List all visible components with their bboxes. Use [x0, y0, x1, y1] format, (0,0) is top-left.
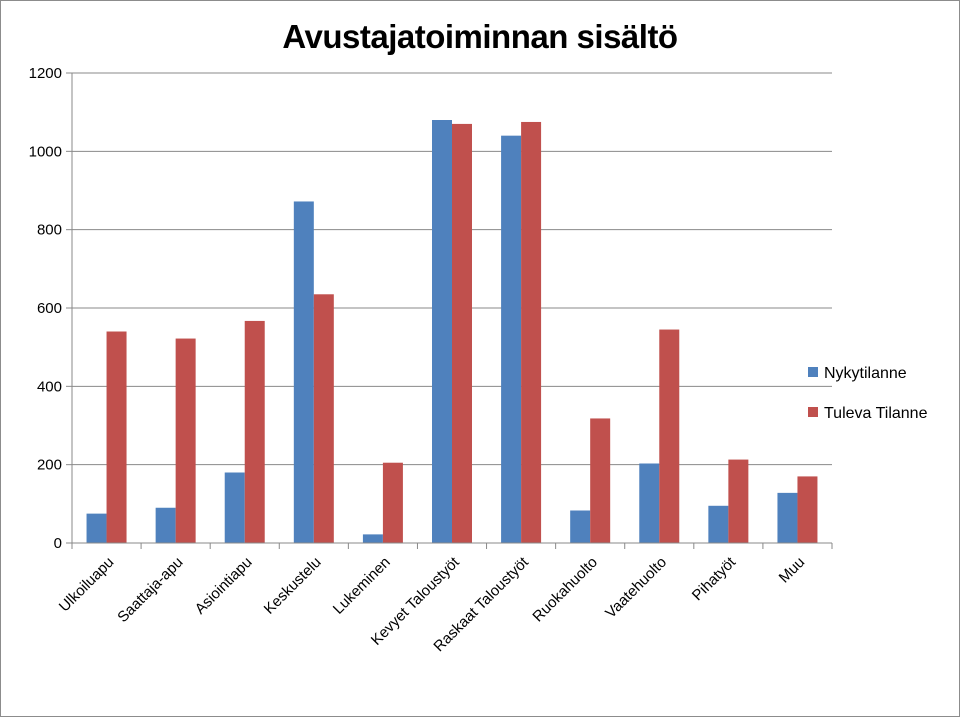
bar-nykytilanne — [224, 472, 245, 543]
chart-title: Avustajatoiminnan sisältö — [282, 18, 678, 55]
y-tick-label: 600 — [37, 300, 62, 317]
y-tick-label: 1200 — [29, 65, 62, 82]
legend-swatch — [808, 407, 818, 417]
bar-tuleva-tilanne — [797, 476, 818, 543]
bar-tuleva-tilanne — [313, 294, 334, 543]
bar-tuleva-tilanne — [728, 459, 749, 543]
bar-nykytilanne — [432, 120, 452, 543]
bar-nykytilanne — [708, 505, 729, 543]
y-tick-label: 1000 — [29, 143, 62, 160]
bar-nykytilanne — [86, 513, 107, 543]
y-tick-label: 800 — [37, 222, 62, 239]
bar-tuleva-tilanne — [244, 320, 265, 543]
x-category-label: Ulkoiluapu — [56, 554, 118, 616]
bar-tuleva-tilanne — [521, 121, 542, 543]
bar-tuleva-tilanne — [382, 462, 403, 543]
x-category-label: Muu — [776, 554, 809, 587]
y-tick-label: 0 — [54, 535, 62, 552]
x-category-label: Ruokahuolto — [529, 554, 601, 626]
x-category-label: Asiointiapu — [192, 554, 256, 618]
bar-nykytilanne — [570, 510, 591, 543]
x-category-label: Lukeminen — [330, 554, 394, 618]
bar-nykytilanne — [293, 201, 314, 543]
bar-tuleva-tilanne — [175, 338, 196, 543]
bar-nykytilanne — [639, 463, 660, 543]
legend: Nykytilanne Tuleva Tilanne — [808, 365, 928, 422]
bars — [86, 120, 818, 544]
x-category-label: Saattaja-apu — [114, 554, 186, 626]
bar-nykytilanne — [155, 507, 176, 543]
y-tick-label: 200 — [37, 457, 62, 474]
x-category-label: Keskustelu — [261, 554, 325, 618]
bar-tuleva-tilanne — [659, 329, 680, 543]
legend-label: Tuleva Tilanne — [824, 405, 928, 422]
legend-swatch — [808, 367, 818, 377]
y-tick-label: 400 — [37, 378, 62, 395]
legend-label: Nykytilanne — [824, 365, 907, 382]
axes — [66, 72, 833, 549]
bar-nykytilanne — [362, 534, 383, 543]
bar-tuleva-tilanne — [452, 123, 472, 544]
x-category-label: Pihatyöt — [689, 553, 740, 604]
bar-nykytilanne — [501, 135, 522, 543]
labels: 0 200 400 600 800 1000 1200 UlkoiluapuSaattaja-… — [29, 65, 809, 655]
x-category-label: Vaatehuolto — [602, 554, 670, 622]
bar-nykytilanne — [777, 492, 798, 543]
bar-tuleva-tilanne — [590, 418, 611, 543]
bar-tuleva-tilanne — [106, 331, 127, 543]
